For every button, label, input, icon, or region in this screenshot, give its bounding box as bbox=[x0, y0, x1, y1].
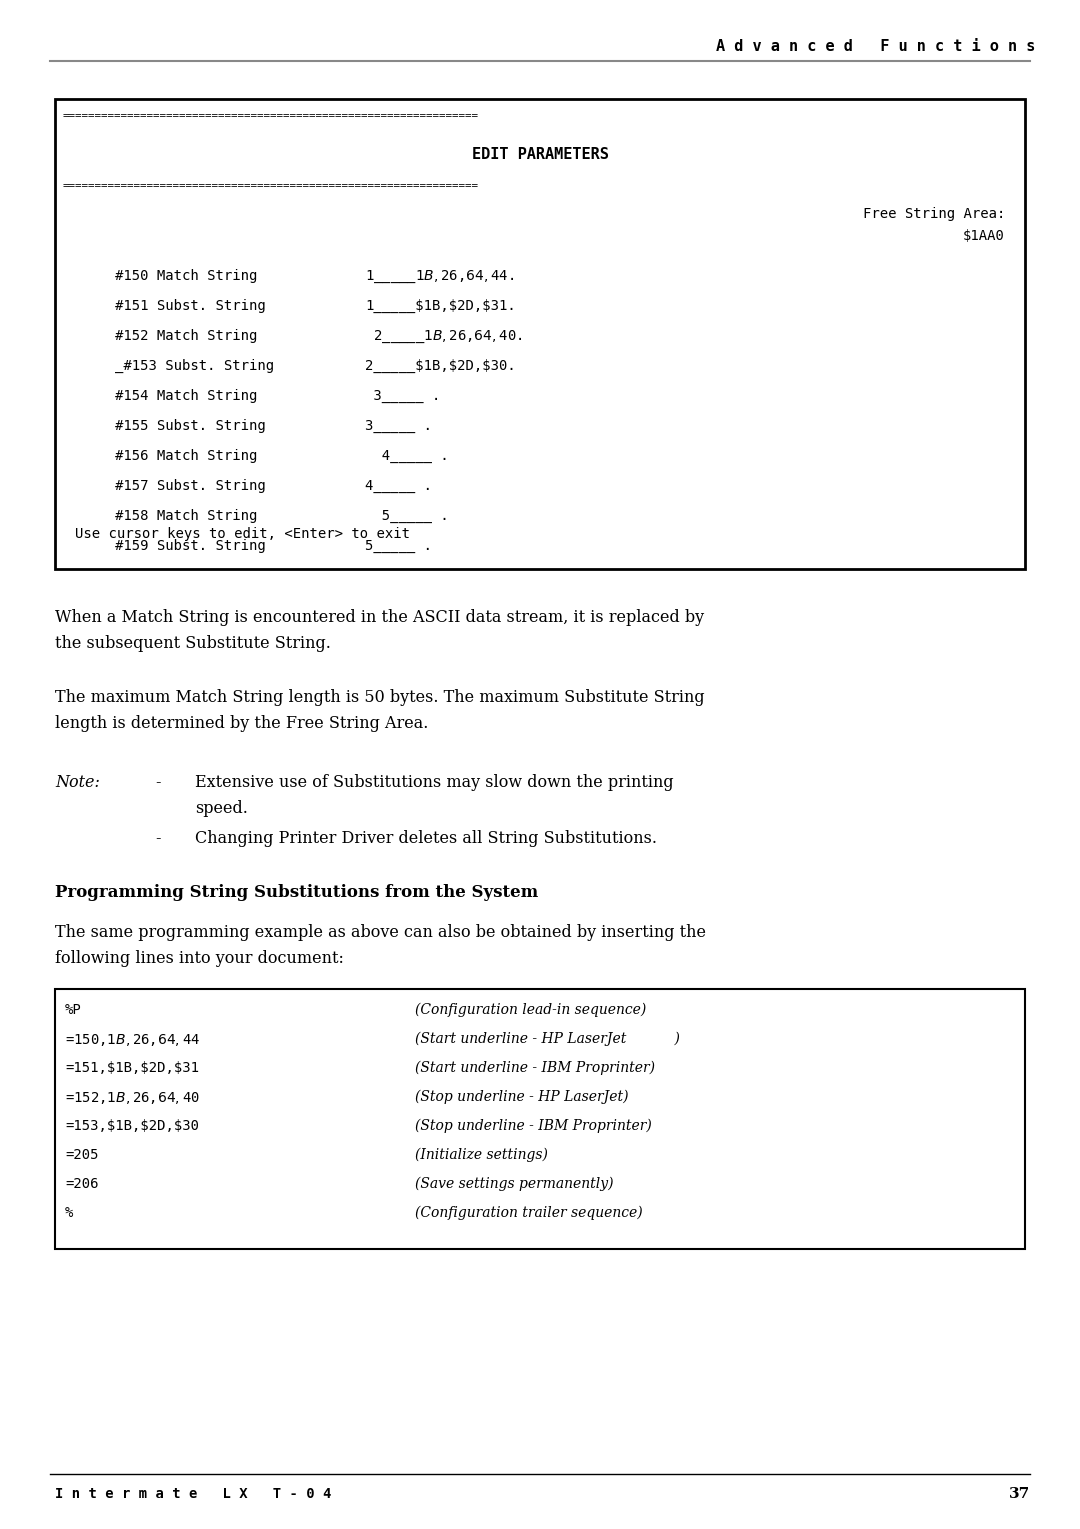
Text: #159 Subst. String: #159 Subst. String bbox=[114, 540, 266, 553]
Bar bbox=[55, 989, 1025, 1249]
Text: (Stop underline - IBM Proprinter): (Stop underline - IBM Proprinter) bbox=[415, 1119, 651, 1133]
Text: Note:: Note: bbox=[55, 774, 99, 790]
Bar bbox=[55, 99, 1025, 569]
Text: (Configuration lead-in sequence): (Configuration lead-in sequence) bbox=[415, 1003, 646, 1017]
Text: 4_____ .: 4_____ . bbox=[365, 479, 432, 492]
Text: 1_____$1B,$2D,$31.: 1_____$1B,$2D,$31. bbox=[365, 300, 516, 313]
Text: A d v a n c e d   F u n c t i o n s: A d v a n c e d F u n c t i o n s bbox=[716, 40, 1035, 54]
Text: #158 Match String: #158 Match String bbox=[114, 509, 257, 523]
Text: (Initialize settings): (Initialize settings) bbox=[415, 1148, 548, 1162]
Text: 2_____$1B,$2D,$30.: 2_____$1B,$2D,$30. bbox=[365, 359, 516, 373]
Text: =152,$1B,$26,$64,$40: =152,$1B,$26,$64,$40 bbox=[65, 1090, 200, 1105]
Text: =205: =205 bbox=[65, 1148, 98, 1162]
Text: length is determined by the Free String Area.: length is determined by the Free String … bbox=[55, 716, 429, 732]
Text: 5_____ .: 5_____ . bbox=[365, 540, 432, 553]
Text: Use cursor keys to edit, <Enter> to exit: Use cursor keys to edit, <Enter> to exit bbox=[75, 528, 410, 541]
Text: 37: 37 bbox=[1009, 1488, 1030, 1501]
Text: 1_____$1B,$26,$64,$44.: 1_____$1B,$26,$64,$44. bbox=[365, 269, 514, 286]
Text: =150,$1B,$26,$64,$44: =150,$1B,$26,$64,$44 bbox=[65, 1032, 200, 1047]
Text: -: - bbox=[156, 774, 161, 790]
Text: (Stop underline - HP LaserJet): (Stop underline - HP LaserJet) bbox=[415, 1090, 629, 1104]
Text: #155 Subst. String: #155 Subst. String bbox=[114, 419, 266, 433]
Text: =153,$1B,$2D,$30: =153,$1B,$2D,$30 bbox=[65, 1119, 199, 1133]
Text: The same programming example as above can also be obtained by inserting the: The same programming example as above ca… bbox=[55, 924, 706, 940]
Text: (Configuration trailer sequence): (Configuration trailer sequence) bbox=[415, 1206, 643, 1220]
Text: %: % bbox=[65, 1206, 73, 1220]
Text: following lines into your document:: following lines into your document: bbox=[55, 950, 343, 966]
Text: #156 Match String: #156 Match String bbox=[114, 450, 257, 463]
Text: 2_____$1B,$26,$64,$40.: 2_____$1B,$26,$64,$40. bbox=[365, 329, 523, 346]
Text: Extensive use of Substitutions may slow down the printing: Extensive use of Substitutions may slow … bbox=[195, 774, 674, 790]
Text: $1AA0: $1AA0 bbox=[963, 229, 1005, 243]
Text: (Start underline - IBM Proprinter): (Start underline - IBM Proprinter) bbox=[415, 1061, 654, 1075]
Text: #154 Match String: #154 Match String bbox=[114, 388, 257, 404]
Text: #157 Subst. String: #157 Subst. String bbox=[114, 479, 266, 492]
Text: (Start underline - HP LaserJet           ): (Start underline - HP LaserJet ) bbox=[415, 1032, 680, 1046]
Text: -: - bbox=[156, 830, 161, 847]
Text: ================================================================: ========================================… bbox=[63, 180, 480, 191]
Text: EDIT PARAMETERS: EDIT PARAMETERS bbox=[472, 147, 608, 162]
Text: 5_____ .: 5_____ . bbox=[365, 509, 449, 523]
Text: Changing Printer Driver deletes all String Substitutions.: Changing Printer Driver deletes all Stri… bbox=[195, 830, 657, 847]
Text: #152 Match String: #152 Match String bbox=[114, 329, 257, 342]
Text: %P: %P bbox=[65, 1003, 82, 1017]
Text: 4_____ .: 4_____ . bbox=[365, 450, 449, 463]
Text: Programming String Substitutions from the System: Programming String Substitutions from th… bbox=[55, 884, 538, 901]
Text: _#153 Subst. String: _#153 Subst. String bbox=[114, 359, 274, 373]
Text: =151,$1B,$2D,$31: =151,$1B,$2D,$31 bbox=[65, 1061, 199, 1075]
Text: speed.: speed. bbox=[195, 800, 248, 816]
Text: #151 Subst. String: #151 Subst. String bbox=[114, 300, 266, 313]
Text: ================================================================: ========================================… bbox=[63, 112, 480, 121]
Text: (Save settings permanently): (Save settings permanently) bbox=[415, 1177, 613, 1191]
Text: =206: =206 bbox=[65, 1177, 98, 1191]
Text: #150 Match String: #150 Match String bbox=[114, 269, 257, 283]
Text: 3_____ .: 3_____ . bbox=[365, 388, 441, 404]
Text: The maximum Match String length is 50 bytes. The maximum Substitute String: The maximum Match String length is 50 by… bbox=[55, 690, 704, 706]
Text: Free String Area:: Free String Area: bbox=[863, 206, 1005, 222]
Text: 3_____ .: 3_____ . bbox=[365, 419, 432, 433]
Text: When a Match String is encountered in the ASCII data stream, it is replaced by: When a Match String is encountered in th… bbox=[55, 609, 704, 625]
Text: the subsequent Substitute String.: the subsequent Substitute String. bbox=[55, 635, 330, 651]
Text: I n t e r m a t e   L X   T - 0 4: I n t e r m a t e L X T - 0 4 bbox=[55, 1488, 332, 1501]
